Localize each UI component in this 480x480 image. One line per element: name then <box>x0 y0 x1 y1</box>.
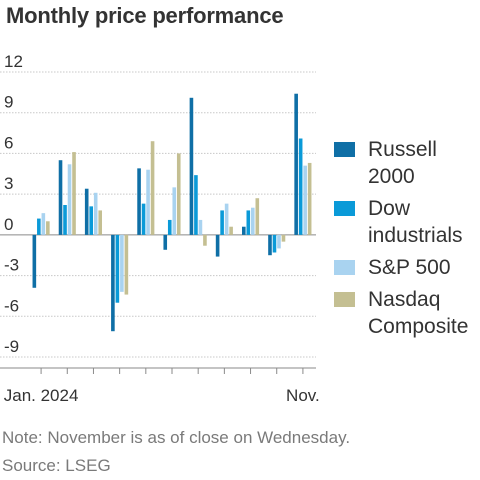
bar-s-p-500 <box>146 169 150 235</box>
bar-dow-industrials <box>220 210 224 235</box>
bar-s-p-500 <box>120 234 124 292</box>
y-tick-label: 12 <box>4 52 23 71</box>
legend-label-nasdaq-composite: Nasdaq Composite <box>368 288 469 338</box>
bar-dow-industrials <box>272 234 277 253</box>
bar-nasdaq-composite <box>203 234 207 246</box>
bar-s-p-500 <box>93 192 98 235</box>
bar-russell-2000 <box>268 234 272 256</box>
bar-russell-2000 <box>189 97 194 235</box>
chart-note: Note: November is as of close on Wednesd… <box>2 428 351 447</box>
y-tick-label: -9 <box>4 337 19 356</box>
bar-dow-industrials <box>246 210 251 235</box>
x-tick-label: Jan. 2024 <box>4 386 79 405</box>
y-tick-label: 6 <box>4 133 13 152</box>
bar-nasdaq-composite <box>281 234 286 242</box>
y-axis-tick-labels: 12 9 6 3 0 -3 -6 -9 <box>4 52 23 356</box>
bar-russell-2000 <box>58 160 63 235</box>
bar-dow-industrials <box>194 175 198 235</box>
bar-dow-industrials <box>63 205 67 235</box>
bar-s-p-500 <box>172 187 177 235</box>
bar-dow-industrials <box>89 206 94 235</box>
bar-dow-industrials <box>167 219 172 235</box>
bar-nasdaq-composite <box>307 162 312 235</box>
bar-s-p-500 <box>303 165 307 235</box>
legend: Russell 2000 Dow industrials S&P 500 Nas… <box>334 136 480 345</box>
bar-s-p-500 <box>224 203 229 235</box>
legend-item-dow-industrials: Dow industrials <box>334 195 480 249</box>
chart-source: Source: LSEG <box>2 456 111 475</box>
bar-dow-industrials <box>37 218 41 235</box>
legend-swatch-dow-industrials <box>334 201 355 216</box>
y-tick-label: 3 <box>4 174 13 193</box>
bar-russell-2000 <box>294 93 298 235</box>
legend-label-dow-industrials: Dow industrials <box>368 197 463 247</box>
legend-swatch-russell-2000 <box>334 142 355 157</box>
legend-label-russell-2000: Russell 2000 <box>368 138 437 188</box>
bar-s-p-500 <box>67 164 72 235</box>
legend-label-sp-500: S&P 500 <box>368 256 451 279</box>
bar-russell-2000 <box>84 188 89 235</box>
bar-nasdaq-composite <box>124 234 129 295</box>
bar-s-p-500 <box>198 219 203 235</box>
legend-swatch-nasdaq-composite <box>334 292 355 307</box>
bar-dow-industrials <box>115 234 120 303</box>
bar-nasdaq-composite <box>98 210 103 235</box>
y-tick-label: 9 <box>4 93 13 112</box>
legend-swatch-sp-500 <box>334 260 355 275</box>
legend-item-russell-2000: Russell 2000 <box>334 136 480 190</box>
bar-nasdaq-composite <box>255 198 260 235</box>
y-tick-label: 0 <box>4 215 13 234</box>
bar-dow-industrials <box>298 138 303 235</box>
bar-russell-2000 <box>137 168 141 235</box>
bar-russell-2000 <box>111 234 115 332</box>
legend-item-nasdaq-composite: Nasdaq Composite <box>334 286 480 340</box>
gridlines <box>0 71 316 358</box>
legend-item-sp-500: S&P 500 <box>334 254 480 281</box>
chart-title: Monthly price performance <box>6 3 284 28</box>
bar-russell-2000 <box>163 234 168 250</box>
bar-chart: 12 9 6 3 0 -3 -6 -9 Jan. 2024 Nov. <box>0 52 320 405</box>
bar-russell-2000 <box>32 234 37 288</box>
bar-s-p-500 <box>250 207 255 235</box>
bar-s-p-500 <box>41 213 46 235</box>
bar-nasdaq-composite <box>176 153 181 235</box>
bar-russell-2000 <box>241 226 246 235</box>
x-axis: Jan. 2024 Nov. <box>0 367 320 405</box>
bar-dow-industrials <box>141 203 146 235</box>
bar-nasdaq-composite <box>229 226 233 235</box>
bar-nasdaq-composite <box>72 152 76 235</box>
bar-nasdaq-composite <box>150 141 155 235</box>
bar-nasdaq-composite <box>46 221 50 235</box>
x-tick-label: Nov. <box>286 386 320 405</box>
y-tick-label: -6 <box>4 296 19 315</box>
bar-s-p-500 <box>277 234 281 249</box>
bars <box>32 93 312 332</box>
y-tick-label: -3 <box>4 256 19 275</box>
bar-russell-2000 <box>215 234 220 257</box>
